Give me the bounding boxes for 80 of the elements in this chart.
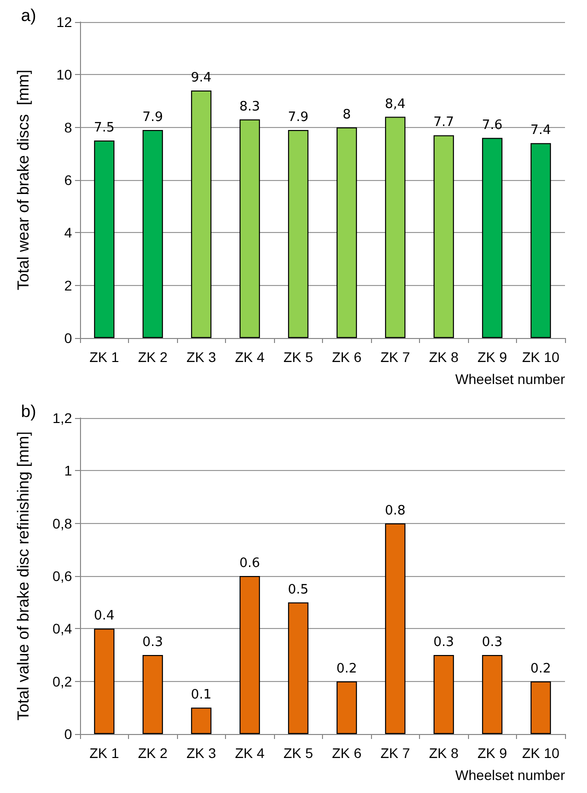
data-label: 7.9 <box>288 110 309 125</box>
bar <box>336 681 357 734</box>
y-tick-label: 1 <box>64 462 72 479</box>
data-label: 9.4 <box>190 70 212 86</box>
x-tick-label: ZK 7 <box>380 745 410 761</box>
bar <box>434 135 454 338</box>
y-tick-label: 10 <box>56 66 72 83</box>
data-label: 7.6 <box>482 118 503 133</box>
x-tick-label: ZK 2 <box>138 745 168 761</box>
y-tick-label: 4 <box>64 224 72 241</box>
y-tick-label: 12 <box>56 14 72 30</box>
bar <box>336 127 357 338</box>
data-label: 7.4 <box>530 123 552 138</box>
bar <box>240 576 260 734</box>
bar <box>530 143 551 338</box>
y-tick-label: 0,8 <box>52 515 72 532</box>
bar <box>434 655 454 734</box>
y-axis-title: Total wear of brake discs [mm] <box>16 70 32 290</box>
x-axis-title: Wheelset number <box>455 371 566 387</box>
bar <box>142 130 163 338</box>
x-tick-label: ZK 2 <box>138 349 168 365</box>
y-tick-label: 6 <box>64 172 72 188</box>
y-axis-title: Total value of brake disc refinishing [mm] <box>16 431 32 721</box>
bar <box>142 655 163 734</box>
x-tick-label: ZK 10 <box>522 745 560 761</box>
x-tick-label: ZK 9 <box>477 745 508 761</box>
x-tick-label: ZK 3 <box>186 745 216 761</box>
x-tick-label: ZK 4 <box>234 349 265 365</box>
y-tick-label: 0 <box>64 726 72 742</box>
x-tick-label: ZK 6 <box>332 349 362 365</box>
bar <box>530 681 551 734</box>
bar <box>240 119 260 338</box>
data-label: 0.4 <box>94 608 115 624</box>
x-tick-label: ZK 7 <box>380 349 410 365</box>
bar <box>94 140 114 338</box>
chart-title: a) <box>21 6 36 25</box>
x-tick-label: ZK 8 <box>428 745 459 761</box>
y-tick-label: 0,2 <box>52 673 72 690</box>
bar <box>191 90 212 338</box>
bar <box>482 655 502 734</box>
x-tick-label: ZK 10 <box>522 349 560 365</box>
data-label: 0.8 <box>384 503 406 518</box>
data-label: 8,4 <box>384 96 406 112</box>
x-tick-label: ZK 4 <box>234 745 265 761</box>
data-label: 0.3 <box>433 635 454 650</box>
data-label: 7.9 <box>142 110 164 125</box>
data-label: 0.2 <box>336 661 358 676</box>
x-tick-label: ZK 3 <box>186 349 216 365</box>
bar <box>482 138 502 338</box>
data-label: 0.1 <box>190 688 212 703</box>
chart-title: b) <box>21 402 36 421</box>
data-label: 7.5 <box>94 120 115 136</box>
data-label: 0.2 <box>530 661 552 676</box>
bar <box>94 628 114 734</box>
data-label: 7.7 <box>433 115 454 130</box>
y-tick-label: 2 <box>64 277 72 294</box>
x-axis-title: Wheelset number <box>455 767 566 783</box>
data-label: 0.3 <box>142 635 164 650</box>
data-label: 0.3 <box>482 635 503 650</box>
bar <box>288 602 308 734</box>
bar <box>191 708 212 734</box>
x-tick-label: ZK 5 <box>283 745 314 761</box>
x-tick-label: ZK 1 <box>89 745 120 761</box>
data-label: 8.3 <box>239 99 260 114</box>
x-tick-label: ZK 9 <box>477 349 508 365</box>
x-tick-label: ZK 8 <box>428 349 459 365</box>
y-tick-label: 8 <box>64 119 72 136</box>
y-tick-label: 0,4 <box>52 620 72 637</box>
x-tick-label: ZK 1 <box>89 349 120 365</box>
data-label: 0.5 <box>288 582 309 598</box>
y-tick-label: 1,2 <box>52 410 72 426</box>
bar <box>288 130 308 338</box>
bar <box>385 116 406 338</box>
x-tick-label: ZK 5 <box>283 349 314 365</box>
y-tick-label: 0 <box>64 330 72 346</box>
bar <box>385 523 406 734</box>
x-tick-label: ZK 6 <box>332 745 362 761</box>
data-label: 8 <box>342 107 351 122</box>
y-tick-label: 0,6 <box>52 568 72 584</box>
data-label: 0.6 <box>239 556 260 571</box>
